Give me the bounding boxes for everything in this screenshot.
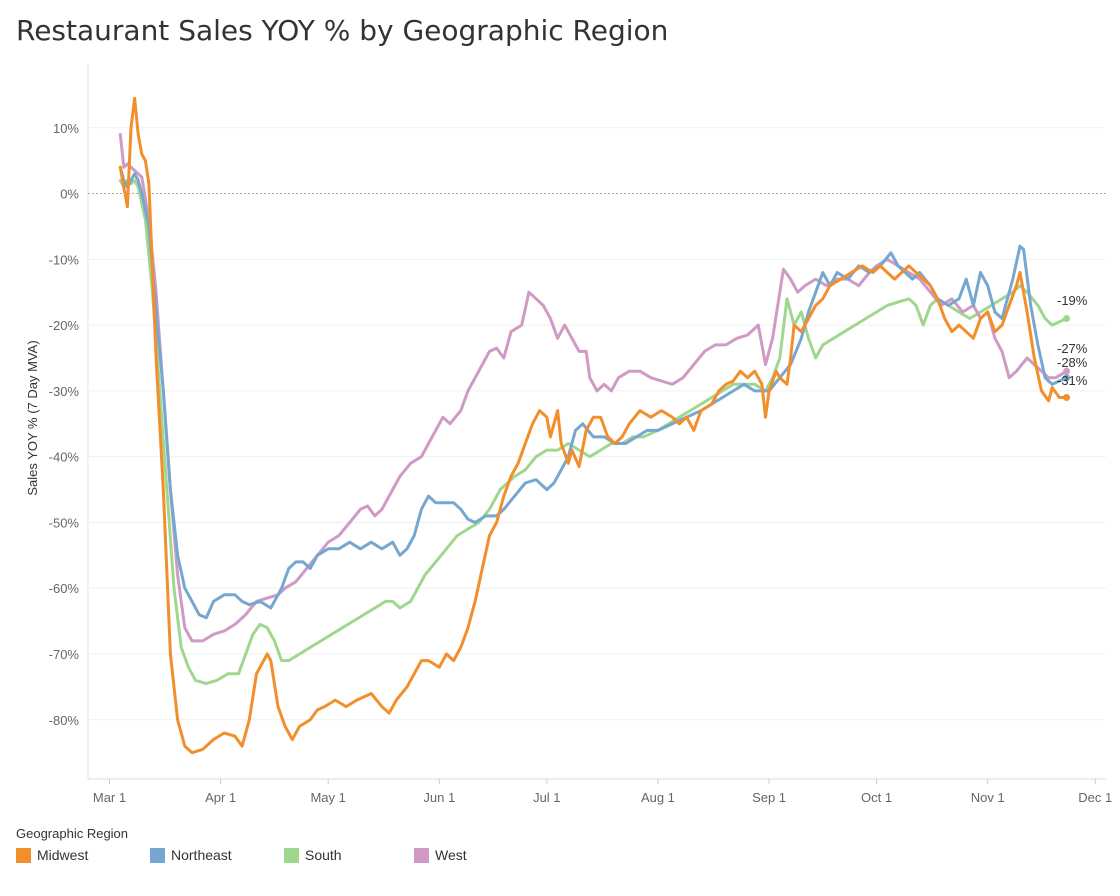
end-point-midwest — [1063, 393, 1071, 401]
y-axis-label: Sales YOY % (7 Day MVA) — [25, 340, 40, 495]
series-line-west — [118, 132, 1069, 643]
x-tick-label: Apr 1 — [205, 790, 236, 805]
y-axis: 10% 0% -10% -20% -30% -40% -50% -60% -70% -80% — [49, 121, 80, 728]
legend-item-west[interactable]: West — [414, 847, 534, 863]
y-tick-label: -50% — [49, 515, 80, 530]
legend-title: Geographic Region — [16, 826, 129, 841]
x-tick-label: Jul 1 — [533, 790, 560, 805]
y-tick-label: -30% — [49, 384, 80, 399]
series-line-midwest — [118, 96, 1069, 755]
gridlines — [87, 62, 1106, 780]
legend: Geographic Region Midwest Northeast South W… — [16, 826, 534, 863]
y-tick-label: 0% — [60, 187, 79, 202]
legend-label: South — [305, 847, 342, 863]
series-line-south — [118, 178, 1069, 686]
end-label-west: -27% — [1057, 341, 1088, 356]
chart-title: Restaurant Sales YOY % by Geographic Reg… — [16, 14, 669, 47]
series-lines — [118, 96, 1071, 755]
end-labels: -31% -28% -19% -27% — [1057, 293, 1088, 388]
legend-item-northeast[interactable]: Northeast — [150, 847, 284, 863]
x-axis: Mar 1 Apr 1 May 1 Jun 1 Jul 1 Aug 1 Sep 1 Oct 1… — [93, 779, 1112, 805]
x-tick-label: Aug 1 — [641, 790, 675, 805]
end-point-northeast — [1063, 374, 1071, 382]
x-tick-label: Nov 1 — [971, 790, 1005, 805]
legend-swatch — [284, 847, 299, 863]
legend-swatch — [150, 847, 165, 863]
y-tick-label: 10% — [53, 121, 79, 136]
y-tick-label: -70% — [49, 647, 80, 662]
legend-item-south[interactable]: South — [284, 847, 414, 863]
legend-label: Midwest — [37, 847, 89, 863]
series-line-northeast — [118, 165, 1069, 620]
x-tick-label: Mar 1 — [93, 790, 126, 805]
x-tick-label: May 1 — [310, 790, 345, 805]
legend-item-midwest[interactable]: Midwest — [16, 847, 150, 863]
legend-swatch — [414, 847, 429, 863]
legend-items: Midwest Northeast South West — [16, 847, 534, 863]
y-tick-label: -20% — [49, 318, 80, 333]
x-tick-label: Sep 1 — [752, 790, 786, 805]
y-tick-label: -40% — [49, 450, 80, 465]
legend-label: West — [435, 847, 467, 863]
legend-swatch — [16, 847, 31, 863]
y-tick-label: -10% — [49, 252, 80, 267]
y-tick-label: -60% — [49, 581, 80, 596]
end-label-northeast: -28% — [1057, 355, 1088, 370]
end-point-west — [1063, 367, 1071, 375]
end-label-south: -19% — [1057, 293, 1088, 308]
x-tick-label: Jun 1 — [423, 790, 455, 805]
end-label-midwest: -31% — [1057, 373, 1088, 388]
y-tick-label: -80% — [49, 713, 80, 728]
x-tick-label: Dec 1 — [1078, 790, 1112, 805]
end-point-south — [1063, 315, 1071, 323]
legend-label: Northeast — [171, 847, 232, 863]
x-tick-label: Oct 1 — [861, 790, 892, 805]
